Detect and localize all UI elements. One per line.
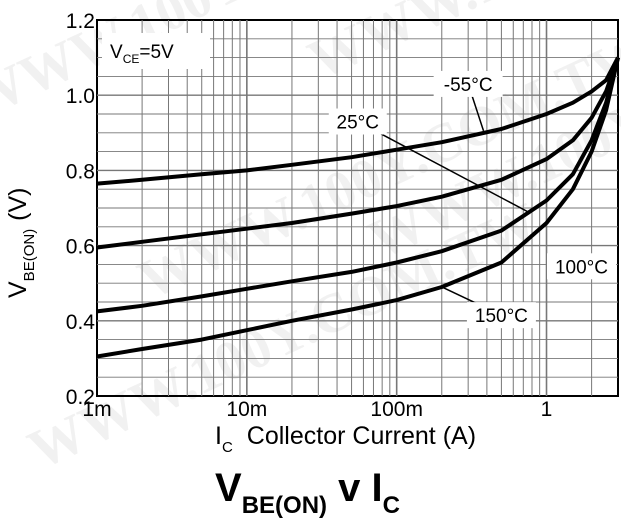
title-main: V [215, 466, 242, 510]
condition-sub: CE [123, 52, 140, 66]
y-axis-sub: BE(ON) [21, 229, 38, 282]
series-layer [96, 56, 620, 359]
series-label-bg [328, 108, 387, 135]
series-label-bg [433, 70, 503, 97]
x-tick-labels: 1m 10m 100m 1 [82, 398, 552, 421]
series-label: 100°C [555, 257, 608, 278]
y-tick-label: 0.6 [66, 236, 95, 259]
y-axis-main: V [4, 281, 32, 298]
y-tick-label: 1.2 [66, 10, 95, 33]
condition-prefix: V [110, 42, 123, 63]
series-line [96, 56, 620, 186]
x-tick-label: 1m [82, 398, 111, 421]
series-labels: -55°C 25°C 100°C 150°C [328, 70, 616, 329]
grid [96, 19, 619, 397]
series-label-bg [547, 253, 616, 280]
series-line [96, 57, 620, 359]
series-label-bg [466, 302, 536, 329]
title-mid-sub: C [383, 492, 400, 519]
x-tick-label: 10m [226, 398, 267, 421]
series-line [96, 57, 620, 314]
x-tick-label: 100m [370, 398, 423, 421]
x-axis-title: IC Collector Current (A) [215, 422, 476, 456]
chart-title: VBE(ON) v IC [215, 466, 400, 519]
y-tick-label: 1.0 [66, 85, 95, 108]
y-tick-label: 0.8 [66, 160, 95, 183]
x-axis-prefix: I [215, 422, 222, 450]
y-tick-labels: 0.2 0.4 0.6 0.8 1.0 1.2 [66, 10, 96, 409]
title-main-sub: BE(ON) [242, 492, 327, 519]
x-axis-sub: C [222, 439, 233, 456]
series-label: 150°C [475, 306, 528, 327]
condition-label: VCE=5V [102, 33, 210, 69]
y-tick-label: 0.2 [66, 386, 95, 409]
x-tick-label: 1 [541, 398, 553, 421]
leader-line [357, 120, 529, 213]
condition-text: =5V [139, 42, 174, 63]
series-label: 25°C [337, 113, 379, 134]
series-line [96, 56, 620, 250]
y-axis-unit: (V) [4, 187, 32, 220]
y-axis-title: VBE(ON) (V) [4, 187, 38, 298]
title-mid: v I [327, 466, 383, 510]
x-axis-text: Collector Current (A) [247, 422, 476, 450]
svg-text:VCE=5V: VCE=5V [110, 42, 174, 66]
y-tick-label: 0.4 [66, 311, 96, 334]
series-label: -55°C [444, 75, 493, 96]
